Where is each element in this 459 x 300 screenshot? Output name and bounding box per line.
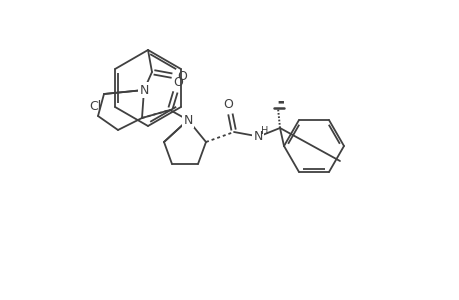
Text: Cl: Cl	[89, 100, 101, 113]
Text: ▬: ▬	[277, 98, 284, 104]
Text: H: H	[261, 126, 268, 136]
Text: O: O	[223, 98, 232, 110]
Text: O: O	[173, 76, 183, 88]
Text: N: N	[183, 113, 192, 127]
Text: N: N	[253, 130, 262, 142]
Text: N: N	[139, 83, 148, 97]
Text: O: O	[177, 70, 186, 83]
